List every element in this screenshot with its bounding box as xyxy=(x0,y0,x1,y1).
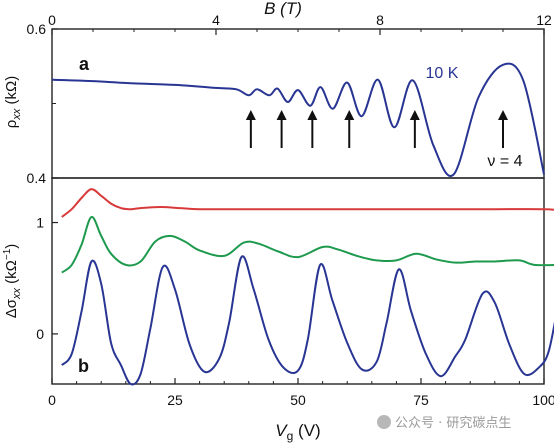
curve-layer xyxy=(51,62,554,386)
top-axis-tick-label: 8 xyxy=(376,12,384,28)
panel-b-ylabel: Δσxx (kΩ−1) xyxy=(2,244,23,319)
wechat-logo-icon xyxy=(377,415,391,429)
watermark: 公众号 · 研究碳点生 xyxy=(377,412,511,431)
panel-b-green-curve xyxy=(61,216,554,274)
panel-a-ytick-label: 0.4 xyxy=(27,170,47,186)
bottom-axis-tick-label: 50 xyxy=(290,392,306,408)
temperature-label: 10 K xyxy=(426,65,459,82)
bottom-axis-tick-label: 25 xyxy=(167,392,183,408)
panel-b-ytick-label: 0 xyxy=(36,326,44,342)
bottom-axis-tick-label: 75 xyxy=(413,392,429,408)
panel-b-blue-curve xyxy=(61,255,554,386)
bottom-axis-tick-label: 0 xyxy=(48,392,56,408)
bottom-axis-tick-label: 100 xyxy=(532,392,554,408)
panel-a-ylabel: ρxx (kΩ) xyxy=(3,76,23,128)
filling-factor-label: ν = 4 xyxy=(487,153,522,170)
panel-a-letter: a xyxy=(79,54,90,74)
minimum-arrow-head xyxy=(344,110,355,120)
panel-a-frame xyxy=(51,28,545,179)
panel-b-letter: b xyxy=(78,356,89,376)
minimum-arrow-head xyxy=(409,110,420,120)
minimum-arrow-head xyxy=(276,110,287,120)
panel-b-ytick-label: 1 xyxy=(36,215,44,231)
arrow-layer xyxy=(245,110,508,148)
top-axis-tick-label: 12 xyxy=(536,12,552,28)
top-axis-tick-label: 4 xyxy=(212,12,220,28)
panel-a-ytick-label: 0.6 xyxy=(27,21,47,37)
minimum-arrow-head xyxy=(498,110,508,120)
minimum-arrow-head xyxy=(245,110,256,120)
panel-a-rho-curve xyxy=(51,62,545,177)
top-axis-tick-label: 0 xyxy=(48,12,56,28)
minimum-arrow-head xyxy=(307,110,318,120)
panel-b-red-curve xyxy=(61,188,554,218)
top-axis-label: B (T) xyxy=(264,0,302,18)
bottom-xlabel: Vg (V) xyxy=(275,421,320,443)
